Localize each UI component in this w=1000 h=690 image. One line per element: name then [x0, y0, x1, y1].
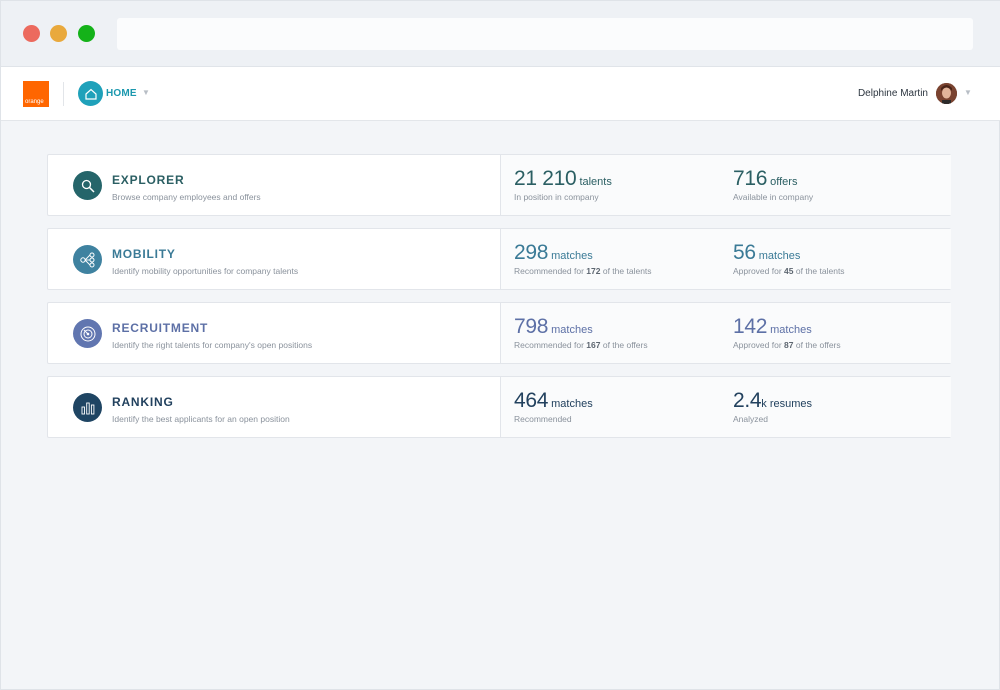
stat-caption: Recommended [514, 414, 572, 424]
search-icon [73, 171, 102, 200]
address-bar[interactable] [117, 18, 973, 50]
card-subtitle: Identify the right talents for company's… [112, 340, 313, 350]
stat-value: 56 [733, 241, 756, 264]
stat-value: 21 210 [514, 167, 577, 190]
header-divider [63, 82, 64, 106]
brand-text: orange [25, 99, 44, 105]
user-menu-chevron-icon[interactable]: ▼ [964, 88, 972, 97]
stat-recommended: 798 matches Recommended for 167 of the of… [514, 315, 648, 350]
card-ranking[interactable]: RANKING Identify the best applicants for… [47, 376, 951, 438]
card-title: RANKING [112, 395, 174, 409]
stat-caption: Approved for 87 of the offers [733, 340, 841, 350]
stat-talents: 21 210 talents In position in company [514, 167, 612, 202]
maximize-window-button[interactable] [78, 25, 95, 42]
stat-value: 716 [733, 167, 768, 190]
stat-offers: 716 offers Available in company [733, 167, 813, 202]
stat-unit: matches [551, 324, 593, 336]
stat-caption: Recommended for 172 of the talents [514, 266, 652, 276]
card-title: EXPLORER [112, 173, 185, 187]
card-subtitle: Identify mobility opportunities for comp… [112, 266, 299, 276]
stat-recommended: 298 matches Recommended for 172 of the ta… [514, 241, 652, 276]
stat-unit: offers [770, 176, 798, 188]
stat-value: 298 [514, 241, 549, 264]
stat-recommended: 464 matches Recommended [514, 389, 593, 424]
stat-caption: Recommended for 167 of the offers [514, 340, 648, 350]
stat-caption: Analyzed [733, 414, 768, 424]
card-recruitment[interactable]: RECRUITMENT Identify the right talents f… [47, 302, 951, 364]
stat-unit: k resumes [761, 398, 813, 410]
stat-value: 142 [733, 315, 768, 338]
avatar[interactable] [936, 83, 957, 104]
stat-resumes: 2.4k resumes Analyzed [733, 389, 812, 424]
stat-unit: talents [579, 176, 612, 188]
card-explorer[interactable]: EXPLORER Browse company employees and of… [47, 154, 951, 216]
home-icon[interactable] [78, 81, 103, 106]
stat-unit: matches [551, 250, 593, 262]
card-stats: 464 matches Recommended 2.4k resumes Anal… [500, 377, 951, 437]
stat-unit: matches [551, 398, 593, 410]
ranking-icon [73, 393, 102, 422]
stat-unit: matches [770, 324, 812, 336]
browser-titlebar [1, 1, 1000, 67]
app-header: orange HOME ▼ Delphine Martin [1, 67, 1000, 121]
card-subtitle: Browse company employees and offers [112, 192, 261, 202]
stat-value: 464 [514, 389, 549, 412]
minimize-window-button[interactable] [50, 25, 67, 42]
card-stats: 298 matches Recommended for 172 of the ta… [500, 229, 951, 289]
stat-approved: 142 matches Approved for 87 of the offers [733, 315, 841, 350]
card-stats: 21 210 talents In position in company 716… [500, 155, 951, 215]
network-icon [73, 245, 102, 274]
target-icon [73, 319, 102, 348]
user-name[interactable]: Delphine Martin [857, 88, 928, 99]
stat-caption: Approved for 45 of the talents [733, 266, 845, 276]
card-mobility[interactable]: MOBILITY Identify mobility opportunities… [47, 228, 951, 290]
stat-value: 2.4 [733, 389, 762, 412]
stat-unit: matches [758, 250, 801, 262]
stat-caption: Available in company [733, 192, 814, 202]
card-stats: 798 matches Recommended for 167 of the of… [500, 303, 951, 363]
card-title: MOBILITY [112, 247, 176, 261]
stat-value: 798 [514, 315, 549, 338]
nav-home-label[interactable]: HOME [106, 88, 137, 99]
stat-caption: In position in company [514, 192, 599, 202]
card-title: RECRUITMENT [112, 321, 209, 335]
stat-approved: 56 matches Approved for 45 of the talents [733, 241, 845, 276]
close-window-button[interactable] [23, 25, 40, 42]
orange-logo[interactable]: orange [23, 81, 49, 107]
chevron-down-icon[interactable]: ▼ [142, 88, 150, 97]
card-subtitle: Identify the best applicants for an open… [112, 414, 290, 424]
